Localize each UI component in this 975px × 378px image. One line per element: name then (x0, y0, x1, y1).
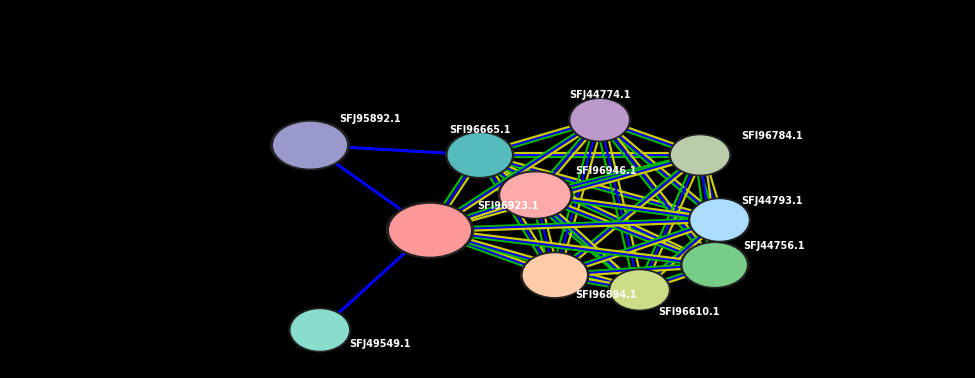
Ellipse shape (568, 98, 631, 142)
Text: SFJ49549.1: SFJ49549.1 (349, 339, 410, 349)
Ellipse shape (520, 251, 590, 299)
Text: SFI96923.1: SFI96923.1 (478, 201, 539, 211)
Ellipse shape (448, 133, 512, 177)
Ellipse shape (608, 269, 671, 311)
Ellipse shape (610, 270, 669, 310)
Ellipse shape (680, 241, 750, 289)
Text: SFI96784.1: SFI96784.1 (741, 131, 802, 141)
Ellipse shape (690, 199, 749, 241)
Ellipse shape (445, 131, 515, 179)
Text: SFI96610.1: SFI96610.1 (658, 307, 720, 317)
Ellipse shape (500, 172, 570, 218)
Ellipse shape (270, 120, 350, 170)
Text: SFJ44793.1: SFJ44793.1 (741, 196, 802, 206)
Ellipse shape (273, 122, 347, 169)
Text: SFI96946.1: SFI96946.1 (575, 166, 637, 176)
Ellipse shape (682, 243, 747, 287)
Ellipse shape (570, 99, 629, 141)
Ellipse shape (688, 198, 751, 242)
Ellipse shape (389, 204, 471, 257)
Text: SFI96665.1: SFI96665.1 (448, 125, 511, 135)
Ellipse shape (523, 253, 587, 297)
Text: SFJ44756.1: SFJ44756.1 (743, 241, 804, 251)
Text: SFJ95892.1: SFJ95892.1 (339, 114, 401, 124)
Text: SFI96894.1: SFI96894.1 (575, 290, 637, 300)
Ellipse shape (497, 170, 573, 220)
Text: SFJ44774.1: SFJ44774.1 (568, 90, 631, 100)
Ellipse shape (291, 309, 349, 351)
Ellipse shape (669, 134, 731, 176)
Ellipse shape (289, 308, 351, 352)
Ellipse shape (386, 201, 474, 259)
Ellipse shape (671, 135, 729, 175)
